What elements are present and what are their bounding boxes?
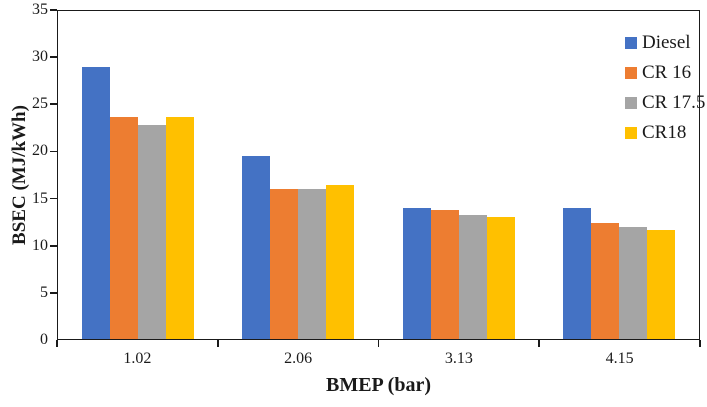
x-axis-title: BMEP (bar) <box>326 374 431 396</box>
y-tick-mark <box>50 56 57 58</box>
x-category-label-2.06: 2.06 <box>284 350 313 367</box>
bar-cr-17.5-4.15 <box>618 226 647 339</box>
x-tick-mark <box>377 340 380 347</box>
legend: Diesel CR 16 CR 17.5 CR18 <box>625 33 705 143</box>
legend-swatch-icon <box>625 127 637 139</box>
x-category-labels: 1.02 2.06 3.13 4.15 <box>57 350 700 368</box>
x-tick-mark <box>56 340 58 347</box>
legend-swatch-icon <box>625 67 637 79</box>
bar-cr18-2.06 <box>326 185 355 339</box>
bar-cr-16-4.15 <box>590 222 619 339</box>
x-tick-mark <box>216 340 219 347</box>
legend-label: Diesel <box>642 32 691 53</box>
bar-cr18-1.02 <box>166 116 195 339</box>
bar-cr18-3.13 <box>486 217 515 339</box>
bar-group-4.15 <box>539 11 699 339</box>
x-category-label-4.15: 4.15 <box>605 350 634 367</box>
bar-diesel-3.13 <box>402 207 431 339</box>
x-category-label-3.13: 3.13 <box>444 350 473 367</box>
y-tick-label-0: 0 <box>40 331 48 348</box>
legend-label: CR 16 <box>642 62 692 83</box>
y-tick-label-35: 35 <box>32 1 48 18</box>
bar-group-1.02 <box>58 11 218 339</box>
legend-item-cr-17.5: CR 17.5 <box>625 93 705 113</box>
bar-cr-17.5-1.02 <box>138 125 167 339</box>
legend-item-cr-16: CR 16 <box>625 63 705 83</box>
y-tick-mark <box>50 103 57 106</box>
bar-cr18-4.15 <box>646 230 675 339</box>
legend-swatch-icon <box>625 37 637 49</box>
y-tick-label-15: 15 <box>32 189 48 207</box>
bar-diesel-2.06 <box>242 156 271 339</box>
y-tick-mark <box>50 197 57 200</box>
bar-group-3.13 <box>379 11 539 339</box>
x-category-label-1.02: 1.02 <box>123 350 152 367</box>
legend-label: CR18 <box>642 122 687 143</box>
x-tick-mark <box>699 340 701 347</box>
bar-cr-16-2.06 <box>270 189 299 339</box>
bar-groups-container <box>58 11 699 339</box>
legend-item-diesel: Diesel <box>625 33 705 53</box>
y-tick-label-30: 30 <box>32 48 48 66</box>
y-axis-title: BSEC (MJ/kWh) <box>9 105 30 245</box>
bar-cr-17.5-3.13 <box>458 215 487 339</box>
plot-area: Diesel CR 16 CR 17.5 CR18 <box>57 10 705 340</box>
bar-diesel-1.02 <box>82 67 111 339</box>
y-tick-label-20: 20 <box>32 142 48 160</box>
y-tick-label-25: 25 <box>32 95 48 113</box>
y-tick-label-10: 10 <box>32 236 48 254</box>
bar-cr-16-3.13 <box>430 209 459 339</box>
y-tick-mark <box>50 244 57 247</box>
x-tick-mark <box>538 340 541 347</box>
legend-label: CR 17.5 <box>642 92 706 113</box>
legend-item-cr18: CR18 <box>625 123 705 143</box>
bar-diesel-4.15 <box>562 207 591 339</box>
legend-swatch-icon <box>625 97 637 109</box>
y-tick-mark <box>50 150 57 153</box>
bar-cr-16-1.02 <box>110 116 139 339</box>
y-tick-label-5: 5 <box>40 283 48 301</box>
y-tick-mark <box>50 9 57 11</box>
bar-cr-17.5-2.06 <box>298 189 327 339</box>
y-tick-mark <box>50 292 57 294</box>
bar-group-2.06 <box>218 11 378 339</box>
